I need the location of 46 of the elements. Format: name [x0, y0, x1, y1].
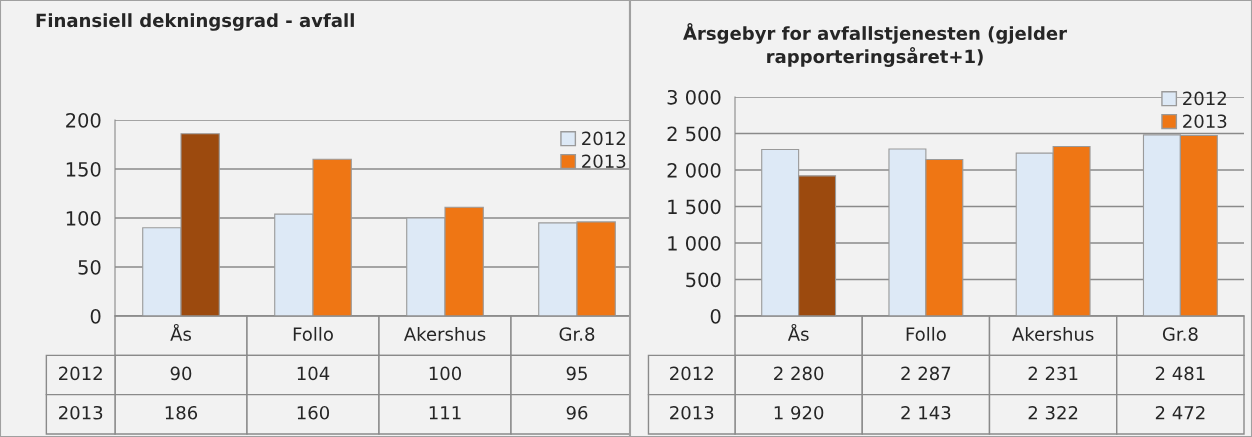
legend-label: 2012 [1183, 91, 1226, 106]
legend-label: 2013 [582, 154, 626, 169]
data-label: 2 481 [1155, 366, 1205, 381]
data-label: 111 [429, 406, 461, 420]
x-tick-label: Ås [170, 323, 191, 341]
data-label: 186 [165, 405, 198, 420]
data-label: 104 [297, 366, 330, 381]
y-tick-label: 0 [710, 308, 721, 324]
y-tick-label: 0 [90, 308, 101, 324]
data-label: 2 231 [1028, 366, 1078, 381]
y-tick-label: 3 000 [667, 89, 721, 105]
y-tick-label: 2 000 [667, 162, 721, 178]
data-label: 2 143 [901, 405, 951, 420]
y-tick-label: 200 [66, 112, 101, 128]
data-label: 90 [170, 366, 192, 381]
x-tick-label: Akershus [1012, 326, 1094, 341]
y-tick-label: 500 [686, 272, 721, 288]
text: 2013 [59, 405, 103, 420]
chart-title: Finansiell dekningsgrad - avfall [36, 13, 354, 31]
x-tick-label: Akershus [403, 326, 486, 341]
legend-label: 2013 [1183, 114, 1227, 129]
x-tick-label: Follo [906, 326, 946, 341]
data-label: 2 287 [901, 366, 951, 381]
y-tick-label: 1 000 [668, 235, 721, 251]
x-tick-label: Ås [787, 323, 809, 341]
legend-label: 2012 [582, 131, 625, 146]
data-label: 96 [566, 405, 588, 420]
x-tick-label: Gr.8 [559, 327, 595, 341]
data-label: 1 920 [774, 405, 824, 420]
y-tick-label: 100 [66, 210, 101, 226]
y-tick-label: 50 [78, 259, 101, 275]
y-tick-label: 150 [66, 161, 101, 177]
data-label: 2 280 [774, 366, 824, 381]
data-label: 100 [429, 366, 462, 381]
text: 2012 [670, 366, 713, 381]
text: 2013 [670, 405, 714, 420]
data-label: 95 [566, 366, 587, 381]
data-label: 160 [297, 405, 330, 420]
y-tick-label: 1 500 [668, 199, 721, 215]
text: 2012 [59, 366, 102, 381]
y-tick-label: 2 500 [667, 126, 721, 142]
data-label: 2 322 [1028, 405, 1078, 420]
chart-title: Årsgebyr for avfallstjenesten (gjelder rapporteringsåret+1) [683, 23, 1067, 67]
x-tick-label: Gr.8 [1162, 327, 1198, 341]
data-label: 2 472 [1155, 405, 1205, 420]
x-tick-label: Follo [293, 326, 333, 341]
